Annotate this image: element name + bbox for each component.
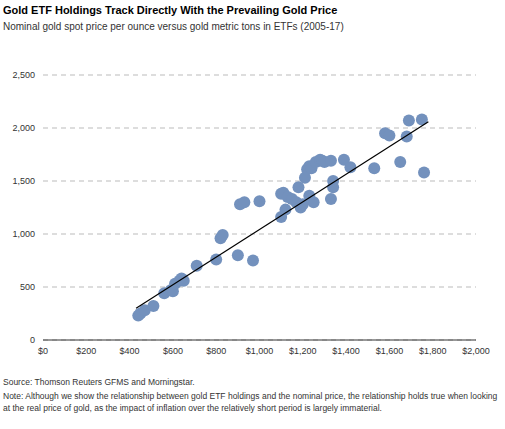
svg-text:0: 0 [30, 335, 35, 345]
svg-text:$1,800: $1,800 [419, 346, 447, 356]
html-text:Note: Although we show the rel: Note: Although we show the relationship … [3, 391, 498, 413]
svg-text:1,500: 1,500 [12, 176, 35, 186]
svg-text:$1,200: $1,200 [289, 346, 317, 356]
svg-text:$200: $200 [76, 346, 96, 356]
svg-text:$1,000: $1,000 [246, 346, 274, 356]
svg-text:$1,400: $1,400 [332, 346, 360, 356]
svg-text:$1,600: $1,600 [376, 346, 404, 356]
svg-text:$600: $600 [163, 346, 183, 356]
svg-text:$0: $0 [38, 346, 48, 356]
svg-text:$800: $800 [206, 346, 226, 356]
svg-text:2,000: 2,000 [12, 123, 35, 133]
svg-text:$2,000: $2,000 [462, 346, 490, 356]
svg-text:2,500: 2,500 [12, 70, 35, 80]
svg-text:1,000: 1,000 [12, 229, 35, 239]
svg-text:$400: $400 [120, 346, 140, 356]
html-text:Source: Thomson Reuters GFMS a: Source: Thomson Reuters GFMS and Morning… [3, 377, 195, 387]
html-text:Nominal gold spot price per ou: Nominal gold spot price per ounce versus… [3, 21, 344, 32]
html-text:Gold ETF Holdings Track Direct: Gold ETF Holdings Track Directly With th… [3, 4, 338, 16]
svg-text:500: 500 [20, 282, 35, 292]
